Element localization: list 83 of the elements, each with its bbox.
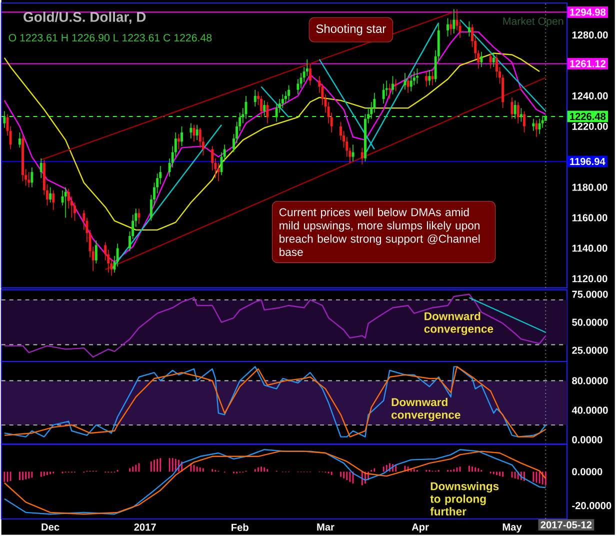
annotation: Current prices well below DMAs amid mild upswings, more slumps likely upon breach below strong support @Channel base (279, 208, 480, 256)
candlestick (28, 172, 30, 188)
ref-line-label: 1261.12 (570, 60, 606, 68)
candlestick (425, 71, 428, 88)
y-tick-label: 0.0000 (572, 468, 602, 476)
candlestick (388, 83, 391, 100)
candlestick (410, 74, 412, 92)
candlestick (30, 167, 34, 188)
candlestick (94, 240, 98, 264)
candlestick (18, 132, 21, 148)
candlestick (266, 102, 269, 124)
y-tick-label: 0.0000 (572, 436, 602, 444)
candlestick (446, 18, 450, 37)
candlestick (196, 124, 198, 140)
candlestick (532, 118, 535, 132)
ref-line-label: 2017-05-12 (540, 521, 592, 528)
candlestick (514, 100, 516, 120)
candlestick (452, 8, 456, 34)
candlestick (52, 190, 55, 211)
candlestick (308, 64, 312, 86)
candlestick (190, 122, 192, 139)
candlestick (281, 94, 284, 108)
candlestick (64, 186, 67, 218)
annotation: Downswings to prolong further (430, 482, 499, 516)
y-tick-label: 1180.00 (572, 184, 608, 191)
y-tick-label: -20.0000 (572, 502, 612, 510)
annotation: Downward convergence (392, 398, 460, 422)
text: O 1223.61 H 1226.90 L 1223.61 C 1226.48 (8, 34, 212, 42)
y-tick-label: 50.0000 (572, 318, 608, 326)
x-tick-label: Dec (42, 524, 60, 531)
x-tick-label: May (502, 524, 522, 533)
candlestick (392, 76, 394, 95)
line-series (4, 366, 546, 438)
y-tick-label: 1280.00 (572, 31, 608, 39)
annotation: Shooting star (316, 24, 386, 36)
line-series (4, 52, 540, 231)
candlestick (520, 108, 522, 122)
y-tick-label: 1120.00 (572, 275, 608, 282)
candlestick (360, 147, 364, 165)
x-tick-label: Apr (412, 524, 429, 533)
candlestick (406, 76, 410, 94)
y-tick-label: 1140.00 (572, 244, 608, 252)
ref-line-label: 1196.94 (570, 158, 606, 166)
text: Gold/U.S. Dollar, D (24, 12, 146, 24)
candlestick (535, 120, 538, 138)
ref-line-label: 1226.48 (570, 112, 606, 120)
candlestick (260, 95, 262, 118)
candlestick (180, 126, 183, 147)
candlestick (489, 52, 492, 69)
y-tick-label: 1160.00 (572, 214, 608, 222)
candlestick (177, 134, 180, 150)
candlestick (3, 110, 6, 128)
y-tick-label: 40.0000 (572, 406, 608, 414)
x-tick-label: Mar (317, 524, 334, 531)
y-tick-label: 1240.00 (572, 92, 608, 100)
line-series (4, 294, 546, 358)
candlestick (492, 52, 495, 68)
y-tick-label: 75.0000 (572, 290, 608, 298)
candlestick (288, 84, 290, 101)
candlestick (263, 100, 266, 116)
ref-line-label: 1294.98 (570, 8, 606, 16)
y-tick-label: 25.0000 (572, 346, 608, 354)
candlestick (468, 20, 470, 37)
candlestick (523, 110, 526, 133)
annotation: Downward convergence (424, 312, 494, 336)
candlestick (428, 70, 431, 86)
candlestick (416, 68, 418, 84)
candlestick (217, 162, 220, 182)
candlestick (516, 102, 520, 124)
candlestick (254, 89, 256, 107)
candlestick (382, 83, 385, 104)
candlestick (450, 19, 452, 36)
x-tick-label: 2017 (134, 524, 156, 531)
candlestick (40, 158, 42, 179)
candlestick (275, 103, 278, 122)
x-tick-label: Feb (232, 524, 248, 531)
annotation: Market Open (503, 17, 564, 28)
candlestick (480, 51, 483, 68)
candlestick (138, 208, 140, 224)
candlestick (49, 186, 52, 203)
candlestick (394, 78, 398, 92)
y-tick-label: 1220.00 (572, 122, 608, 130)
y-tick-label: 80.0000 (572, 377, 608, 384)
